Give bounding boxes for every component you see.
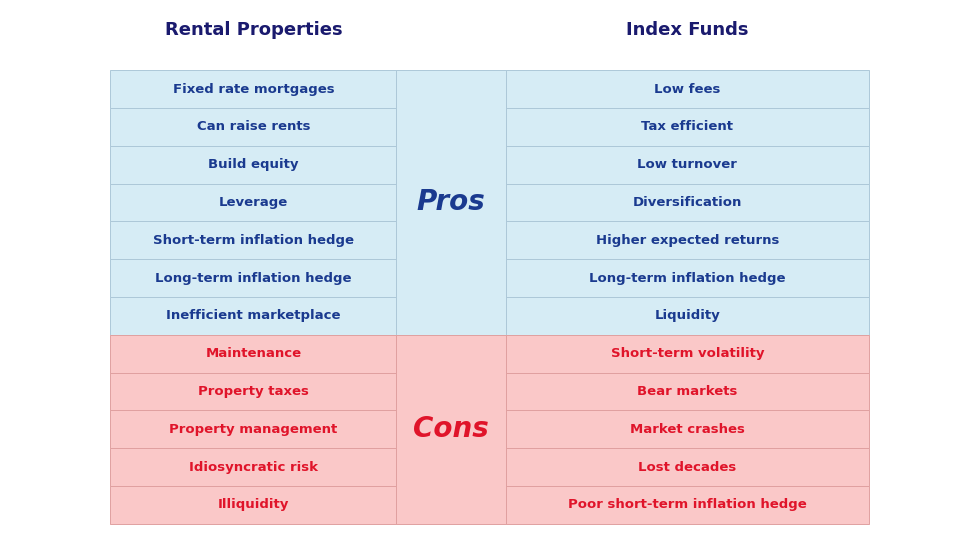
Text: Maintenance: Maintenance [205, 347, 301, 360]
Text: Low turnover: Low turnover [637, 158, 737, 171]
Text: Liquidity: Liquidity [655, 309, 720, 322]
Text: Long-term inflation hedge: Long-term inflation hedge [156, 272, 351, 285]
Text: Leverage: Leverage [219, 196, 288, 209]
Bar [110, 108, 396, 146]
Text: Tax efficient: Tax efficient [641, 120, 733, 133]
Text: Property taxes: Property taxes [198, 385, 309, 398]
Text: Poor short-term inflation hedge: Poor short-term inflation hedge [568, 498, 806, 511]
Text: Low fees: Low fees [654, 83, 721, 96]
Bar [506, 259, 869, 297]
Bar [110, 486, 396, 524]
Text: Pros: Pros [417, 188, 486, 217]
Text: Long-term inflation hedge: Long-term inflation hedge [589, 272, 785, 285]
Bar [506, 146, 869, 184]
Text: Can raise rents: Can raise rents [197, 120, 310, 133]
Bar [396, 335, 506, 524]
Bar [110, 410, 396, 448]
Bar [110, 335, 396, 373]
Text: Cons: Cons [414, 415, 489, 443]
Bar [506, 448, 869, 486]
Bar [506, 373, 869, 410]
Bar [506, 335, 869, 373]
Bar [110, 448, 396, 486]
Text: Lost decades: Lost decades [638, 461, 736, 474]
Bar [396, 70, 506, 335]
Text: Illiquidity: Illiquidity [218, 498, 289, 511]
Text: Short-term inflation hedge: Short-term inflation hedge [153, 234, 354, 247]
Bar [506, 486, 869, 524]
Bar [110, 221, 396, 259]
Bar [110, 146, 396, 184]
Text: Inefficient marketplace: Inefficient marketplace [166, 309, 341, 322]
Text: Diversification: Diversification [633, 196, 742, 209]
Bar [506, 410, 869, 448]
Bar [110, 297, 396, 335]
Text: Idiosyncratic risk: Idiosyncratic risk [189, 461, 318, 474]
Text: Index Funds: Index Funds [626, 21, 749, 39]
Text: Market crashes: Market crashes [630, 423, 745, 436]
Text: Short-term volatility: Short-term volatility [611, 347, 764, 360]
Text: Rental Properties: Rental Properties [164, 21, 343, 39]
Bar [506, 184, 869, 221]
Bar [506, 108, 869, 146]
Bar [110, 184, 396, 221]
Bar [110, 70, 396, 108]
Bar [110, 373, 396, 410]
Text: Fixed rate mortgages: Fixed rate mortgages [173, 83, 334, 96]
Bar [506, 221, 869, 259]
Bar [506, 70, 869, 108]
Text: Property management: Property management [169, 423, 338, 436]
Text: Bear markets: Bear markets [637, 385, 737, 398]
Text: Higher expected returns: Higher expected returns [595, 234, 780, 247]
Bar [506, 297, 869, 335]
Text: Build equity: Build equity [208, 158, 299, 171]
Bar [110, 259, 396, 297]
